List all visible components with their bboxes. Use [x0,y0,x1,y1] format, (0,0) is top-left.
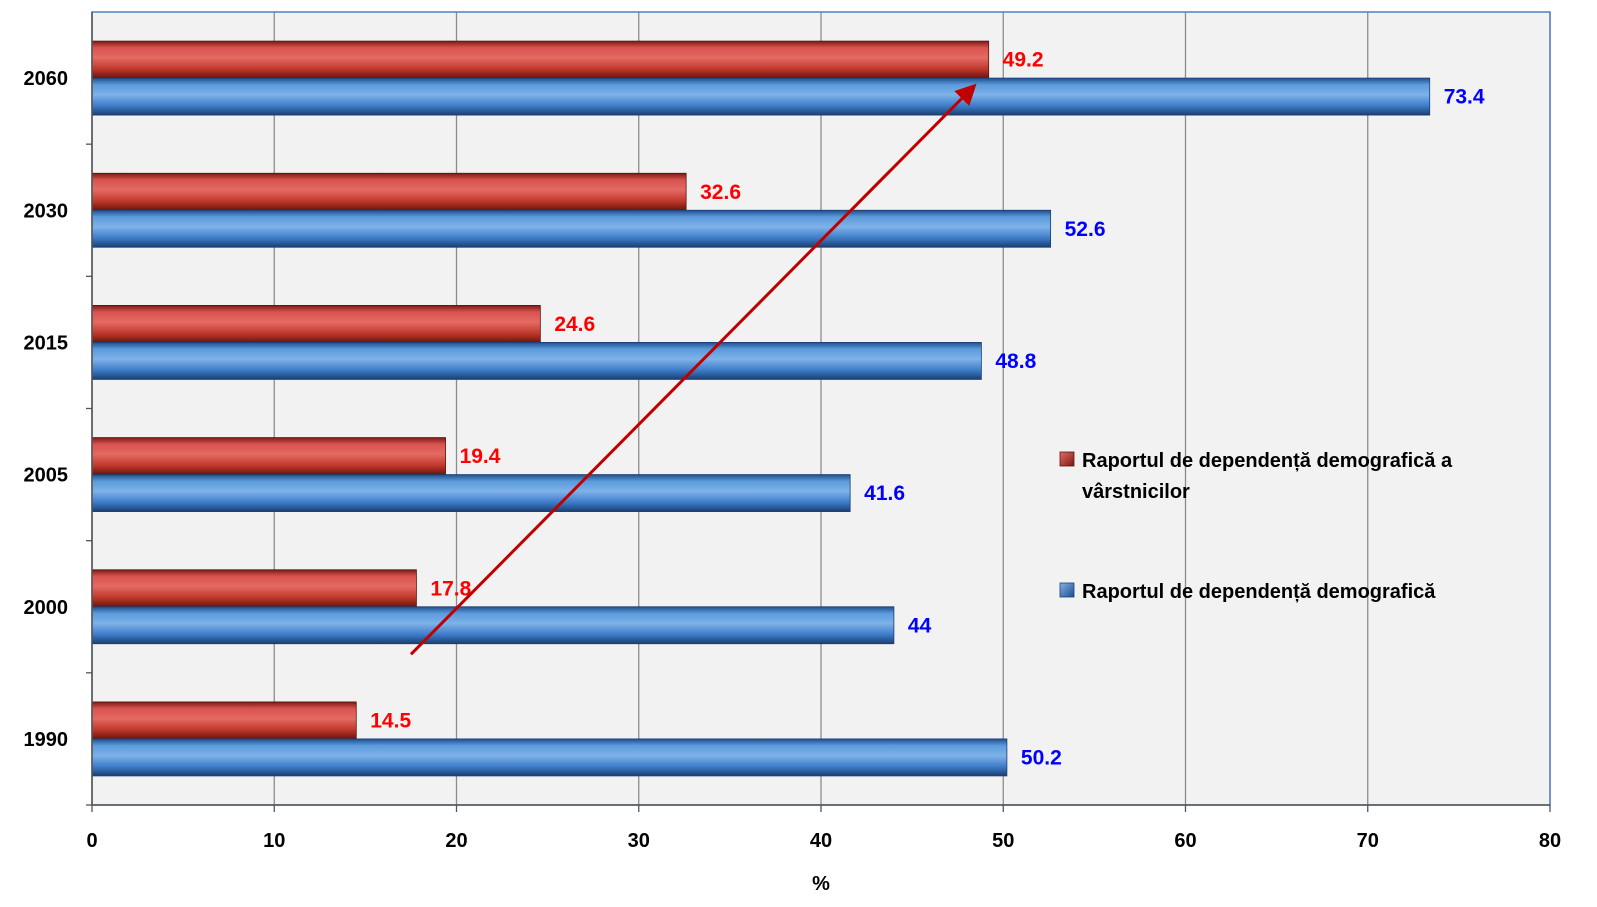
bar-elderly-2005 [91,437,446,475]
bar-elderly-2060 [91,40,990,79]
data-label-elderly-2030: 32.6 [700,181,741,204]
bars [91,40,1431,777]
bar-total-1990 [91,738,1008,777]
y-tick-label-2030: 2030 [24,200,69,222]
data-label-elderly-2000: 17.8 [430,577,471,600]
bar-elderly-1990 [91,701,357,740]
y-tick-label-2005: 2005 [24,465,69,487]
x-tick-label-40: 40 [810,830,832,852]
bar-elderly-2000 [91,569,417,608]
x-tick-label-20: 20 [445,830,467,852]
y-tick-label-2000: 2000 [24,597,69,619]
legend-swatch-total [1059,582,1075,598]
bar-elderly-2030 [91,172,687,211]
x-tick-label-60: 60 [1174,830,1196,852]
legend-label-elderly-line-2: vârstnicilor [1082,481,1190,503]
legend-swatch-elderly [1059,451,1075,467]
data-label-total-2015: 48.8 [995,350,1036,373]
bar-total-2015 [91,342,982,380]
bar-elderly-2015 [91,305,541,343]
bar-total-2005 [91,474,851,512]
data-label-total-2005: 41.6 [864,482,905,505]
data-label-total-2060: 73.4 [1444,86,1485,109]
y-tick-label-1990: 1990 [24,729,69,751]
y-tick-label-2060: 2060 [24,68,69,90]
x-tick-label-0: 0 [86,830,97,852]
x-tick-label-30: 30 [628,830,650,852]
y-axis-tick-labels: 1990 2000 2005 2015 2030 2060 [24,68,92,806]
data-label-total-1990: 50.2 [1021,746,1062,769]
legend-label-elderly-line-1: Raportul de dependență demografică a [1082,450,1453,472]
x-tick-label-50: 50 [992,830,1014,852]
legend-label-total-line-1: Raportul de dependență demografică [1082,581,1436,603]
data-label-total-2030: 52.6 [1065,218,1106,241]
data-label-elderly-2015: 24.6 [554,313,595,336]
data-label-elderly-2005: 19.4 [460,445,501,468]
x-tick-label-80: 80 [1539,830,1561,852]
x-tick-label-10: 10 [263,830,285,852]
data-labels: 14.5 17.8 19.4 24.6 32.6 49.2 50.2 44 41.6 48.8 52… [370,49,1485,770]
y-tick-label-2015: 2015 [24,332,69,354]
data-label-elderly-2060: 49.2 [1003,49,1044,72]
trend-arrow [409,83,977,656]
x-tick-label-70: 70 [1357,830,1379,852]
data-label-total-2000: 44 [908,614,932,637]
legend: Raportul de dependență demografică a vârs… [1059,450,1453,603]
bar-total-2060 [91,77,1431,116]
x-axis-label: % [812,873,830,895]
bar-total-2000 [91,606,895,645]
data-label-elderly-1990: 14.5 [370,709,411,732]
bar-total-2030 [91,209,1052,248]
x-axis-tick-labels: 0 10 20 30 40 50 60 70 80 [86,805,1561,852]
